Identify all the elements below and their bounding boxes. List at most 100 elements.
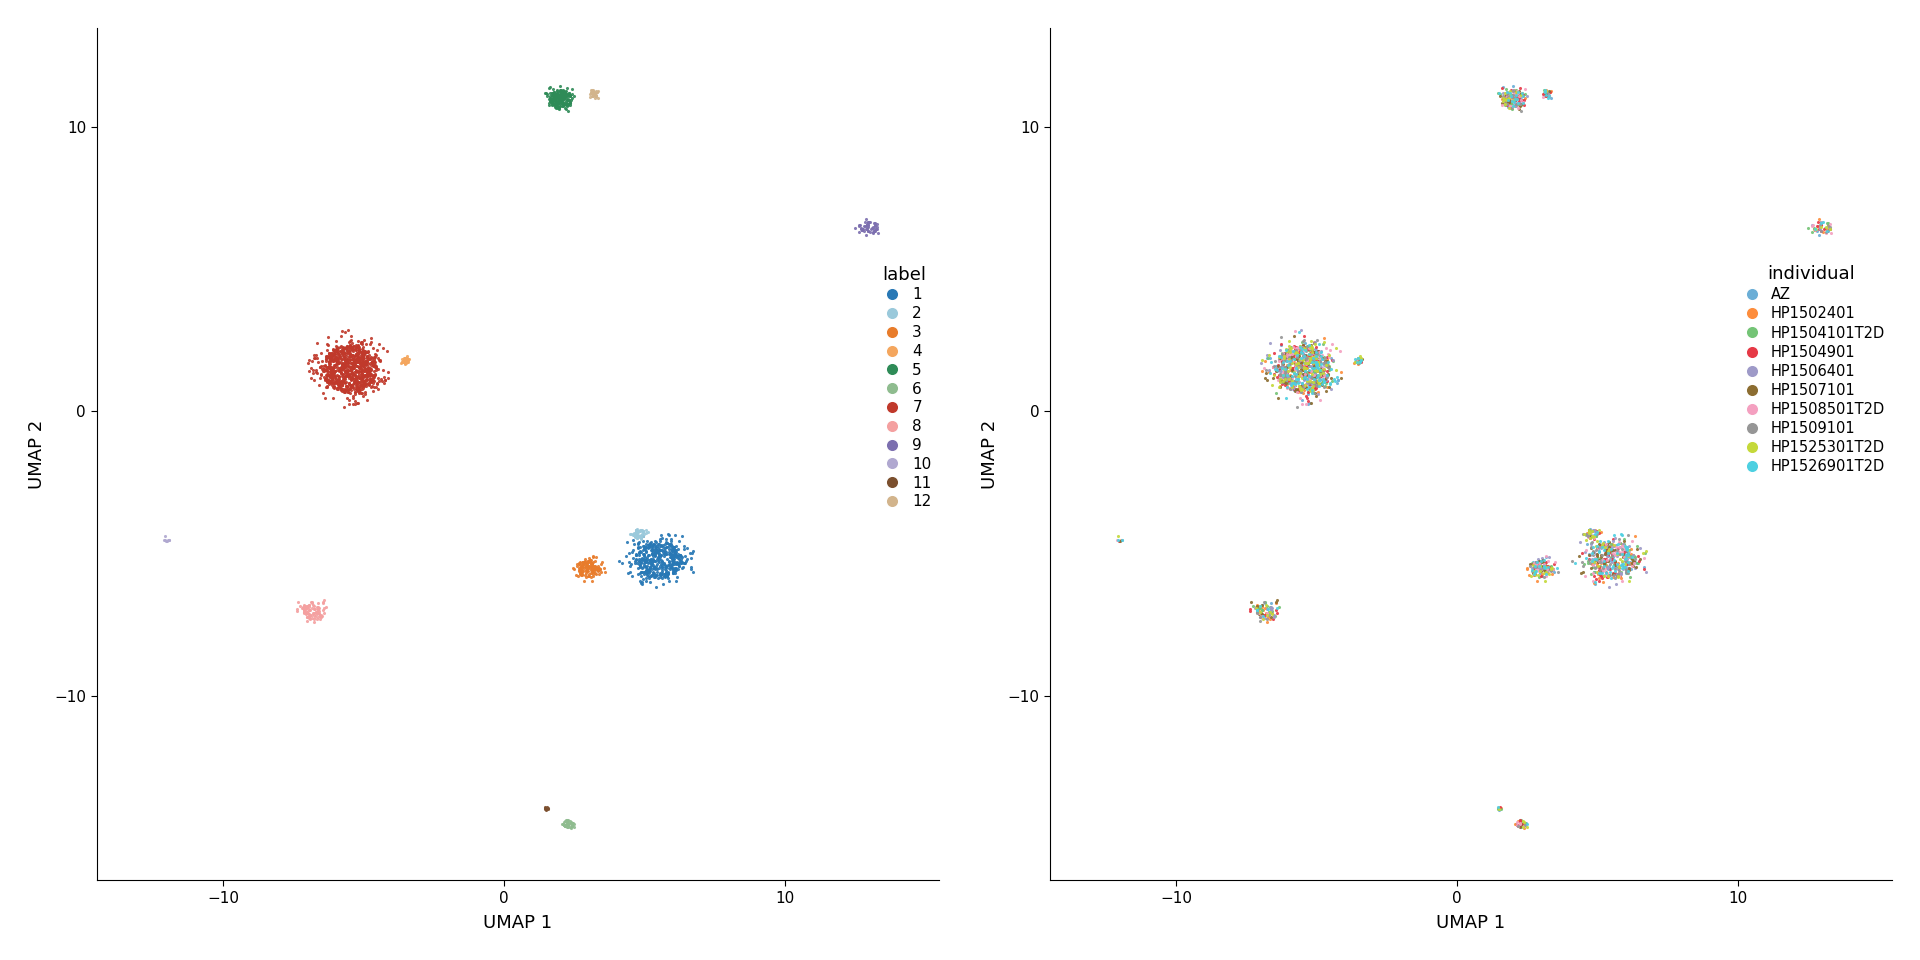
Point (1574, 540, 1605, 556)
Point (551, 93, 582, 108)
Point (1298, 369, 1329, 384)
Point (1536, 84, 1567, 99)
Point (1580, 561, 1611, 576)
Point (1584, 534, 1615, 549)
Point (630, 573, 660, 588)
Point (1269, 349, 1300, 365)
Point (860, 217, 891, 232)
Point (660, 527, 691, 542)
Point (338, 347, 369, 362)
Point (1302, 378, 1332, 394)
Point (342, 364, 372, 379)
Point (1346, 351, 1377, 367)
Point (639, 569, 670, 585)
Point (349, 362, 380, 377)
Point (338, 356, 369, 372)
Point (628, 553, 659, 568)
Point (319, 367, 349, 382)
Point (655, 544, 685, 560)
Point (666, 549, 697, 564)
Point (540, 89, 570, 105)
Point (636, 552, 666, 567)
Point (1248, 361, 1279, 376)
Point (1572, 553, 1603, 568)
Point (1288, 348, 1319, 363)
Point (637, 557, 668, 572)
Point (1300, 357, 1331, 372)
Point (540, 94, 570, 109)
Point (628, 541, 659, 557)
Point (1799, 223, 1830, 238)
Point (342, 363, 372, 378)
Point (338, 372, 369, 387)
Point (1290, 342, 1321, 357)
Point (324, 379, 355, 395)
Point (324, 381, 355, 396)
Point (1311, 358, 1342, 373)
Point (851, 220, 881, 235)
Point (1288, 360, 1319, 375)
Point (1342, 350, 1373, 366)
Point (1309, 354, 1340, 370)
Point (1284, 352, 1315, 368)
Point (1271, 363, 1302, 378)
Point (1263, 350, 1294, 366)
Point (1261, 606, 1292, 621)
Point (1288, 348, 1319, 364)
Point (666, 555, 697, 570)
Point (541, 87, 572, 103)
Point (639, 570, 670, 586)
Point (317, 359, 348, 374)
Point (1306, 367, 1336, 382)
Point (645, 567, 676, 583)
Point (1290, 356, 1321, 372)
Point (576, 553, 607, 568)
Point (315, 365, 346, 380)
Point (1503, 86, 1534, 102)
Point (332, 322, 363, 337)
Point (336, 367, 367, 382)
Point (549, 814, 580, 829)
Point (1306, 361, 1336, 376)
Point (1246, 610, 1277, 625)
Point (324, 381, 355, 396)
Point (1613, 564, 1644, 579)
Point (300, 614, 330, 630)
Point (1517, 555, 1548, 570)
Point (1582, 527, 1613, 542)
Point (334, 353, 365, 369)
Point (1488, 92, 1519, 108)
Point (1304, 378, 1334, 394)
Point (538, 92, 568, 108)
Point (326, 373, 357, 389)
Point (1261, 602, 1292, 617)
Point (1592, 560, 1622, 575)
Point (1258, 612, 1288, 627)
Point (1306, 369, 1336, 384)
Point (1300, 363, 1331, 378)
Point (1340, 353, 1371, 369)
Point (344, 385, 374, 400)
Point (1611, 550, 1642, 565)
Point (1306, 369, 1336, 384)
Point (326, 361, 357, 376)
Point (1617, 550, 1647, 565)
Point (1590, 553, 1620, 568)
Point (1594, 540, 1624, 555)
Point (344, 376, 374, 392)
Point (372, 343, 403, 358)
Point (1269, 368, 1300, 383)
Point (1311, 384, 1342, 399)
Point (1603, 560, 1634, 575)
Point (1488, 91, 1519, 107)
Point (1807, 224, 1837, 239)
Point (353, 356, 384, 372)
Point (1308, 336, 1338, 351)
Point (359, 369, 390, 384)
Point (1490, 95, 1521, 110)
Point (1275, 374, 1306, 390)
Point (1260, 359, 1290, 374)
Point (1519, 560, 1549, 575)
Point (643, 549, 674, 564)
Point (1258, 360, 1288, 375)
